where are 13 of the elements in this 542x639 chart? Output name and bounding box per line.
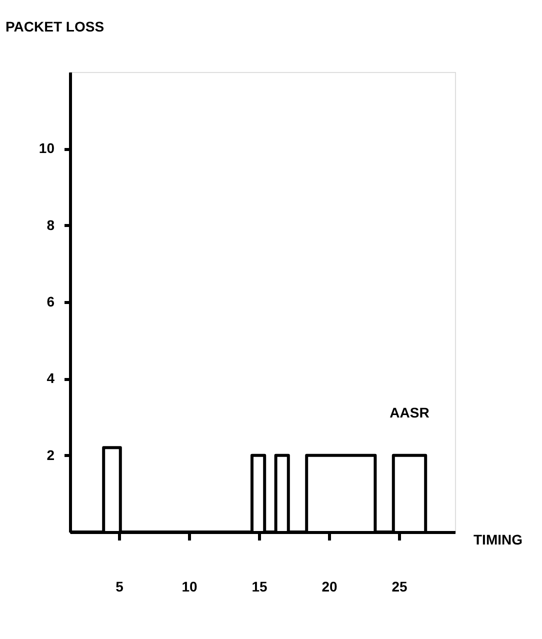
- x-tick-label: 15: [252, 578, 268, 594]
- y-tick-label: 6: [46, 294, 55, 310]
- y-tick-label: 10: [38, 140, 55, 156]
- y-tick-label: 8: [46, 216, 55, 233]
- x-tick-label: 5: [116, 578, 124, 594]
- x-axis-title: TIMING: [474, 532, 523, 548]
- text: AASR: [390, 404, 430, 420]
- y-tick-label: 4: [46, 370, 55, 386]
- x-tick-label: 10: [182, 578, 198, 594]
- y-axis-title: PACKET LOSS: [6, 18, 104, 34]
- y-tick-label: 2: [46, 446, 55, 463]
- x-tick-label: 20: [322, 578, 338, 594]
- x-tick-label: 25: [392, 578, 408, 594]
